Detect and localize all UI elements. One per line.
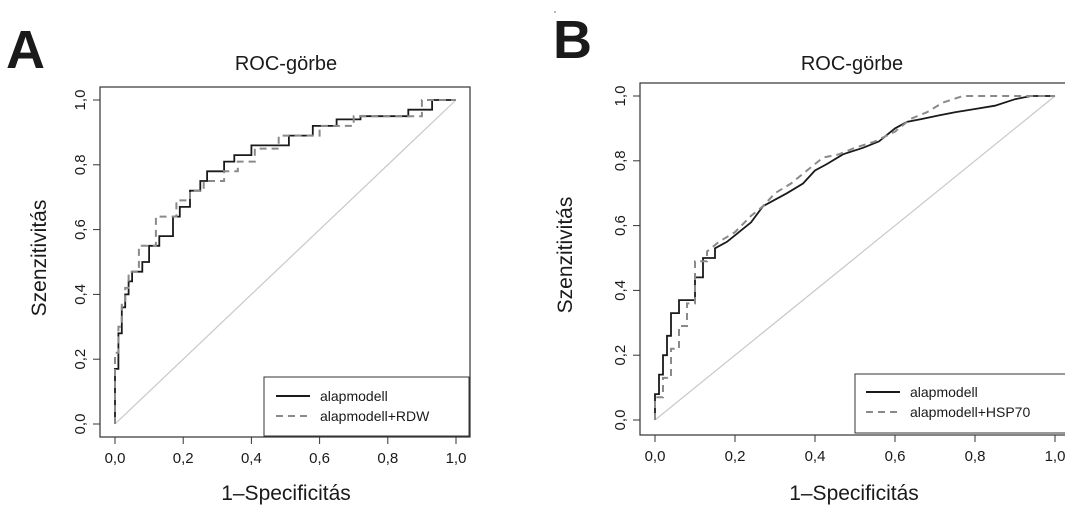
roc-series-b-alapmodell bbox=[654, 95, 1055, 420]
y-tick-label-a: 0,4 bbox=[72, 284, 89, 305]
reference-diagonal-a bbox=[114, 99, 457, 425]
y-tick-label-b: 0,4 bbox=[612, 280, 629, 301]
x-tick-label-b: 0,0 bbox=[645, 448, 666, 465]
legend-label-alapmodell-b: alapmodell bbox=[910, 384, 978, 400]
x-tick-label-a: 0,6 bbox=[309, 450, 330, 467]
x-tick-label-b: 0,2 bbox=[725, 448, 746, 465]
x-tick-label-b: 0,8 bbox=[965, 448, 986, 465]
roc-series-a-extended bbox=[114, 99, 456, 424]
x-ticks-b: 0,0 0,2 0,4 0,6 0,8 1,0 bbox=[645, 435, 1065, 465]
y-tick-label-a: 0,0 bbox=[72, 414, 89, 435]
legend-label-alapmodell-a: alapmodell bbox=[320, 388, 388, 404]
x-tick-label-a: 0,2 bbox=[173, 450, 194, 467]
panel-label-b: B bbox=[553, 10, 592, 70]
y-tick-label-a: 0,8 bbox=[72, 154, 89, 175]
legend-box-a bbox=[263, 376, 470, 437]
x-axis-label-b: 1–Specificitás bbox=[789, 482, 919, 505]
y-ticks-b: 0,0 0,2 0,4 0,6 0,8 1,0 bbox=[612, 86, 640, 431]
legend-b: alapmodell alapmodell+HSP70 bbox=[854, 373, 1065, 434]
x-tick-label-b: 0,4 bbox=[805, 448, 826, 465]
y-tick-label-b: 0,6 bbox=[612, 215, 629, 236]
roc-series-b-extended bbox=[654, 95, 1055, 420]
legend-a: alapmodell alapmodell+RDW bbox=[263, 376, 470, 437]
y-axis-label-b: Szenzitivitás bbox=[554, 197, 577, 314]
y-tick-label-b: 0,0 bbox=[612, 410, 629, 431]
reference-diagonal-b bbox=[654, 95, 1056, 421]
y-ticks-a: 0,0 0,2 0,4 0,6 0,8 1,0 bbox=[72, 90, 100, 435]
panel-a: A ROC-görbe Szenzitivitás 1–Specificitás… bbox=[6, 20, 471, 505]
y-tick-label-a: 0,2 bbox=[72, 349, 89, 370]
x-tick-label-b: 0,6 bbox=[885, 448, 906, 465]
x-tick-label-a: 1,0 bbox=[446, 450, 467, 467]
panel-b: B ROC-görbe Szenzitivitás 1–Specificitás… bbox=[553, 10, 1065, 505]
chart-title-b: ROC-görbe bbox=[801, 53, 903, 75]
y-tick-label-b: 1,0 bbox=[612, 86, 629, 107]
x-tick-label-a: 0,4 bbox=[241, 450, 262, 467]
x-tick-label-a: 0,0 bbox=[105, 450, 126, 467]
legend-box-b bbox=[854, 373, 1065, 434]
legend-label-rdw-a: alapmodell+RDW bbox=[320, 408, 430, 424]
panel-label-a: A bbox=[6, 20, 45, 80]
x-tick-label-b: 1,0 bbox=[1045, 448, 1065, 465]
chart-title-a: ROC-görbe bbox=[235, 53, 337, 75]
y-tick-label-b: 0,2 bbox=[612, 345, 629, 366]
y-tick-label-b: 0,8 bbox=[612, 150, 629, 171]
legend-label-hsp70-b: alapmodell+HSP70 bbox=[910, 404, 1030, 420]
plot-area-b bbox=[654, 95, 1056, 421]
plot-frame-a bbox=[99, 86, 471, 438]
y-tick-label-a: 0,6 bbox=[72, 219, 89, 240]
x-ticks-a: 0,0 0,2 0,4 0,6 0,8 1,0 bbox=[105, 437, 467, 467]
dot-mark bbox=[554, 11, 556, 13]
x-axis-label-a: 1–Specificitás bbox=[221, 482, 351, 505]
x-tick-label-a: 0,8 bbox=[377, 450, 398, 467]
plot-frame-b bbox=[639, 82, 1065, 436]
y-tick-label-a: 1,0 bbox=[72, 90, 89, 111]
plot-area-a bbox=[114, 99, 457, 425]
y-axis-label-a: Szenzitivitás bbox=[28, 200, 51, 317]
